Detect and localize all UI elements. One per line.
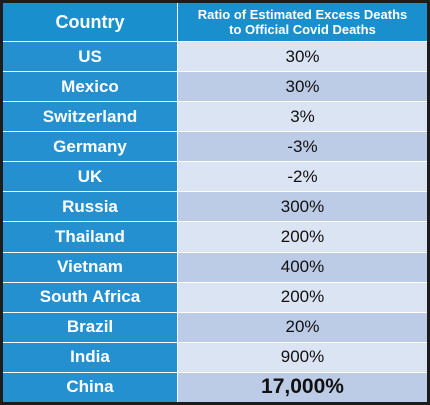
ratio-cell: 300% <box>178 192 427 223</box>
header-row: Country Ratio of Estimated Excess Deaths… <box>3 3 427 42</box>
country-cell: India <box>3 342 178 373</box>
table-row: Vietnam 400% <box>3 252 427 283</box>
table-row: Germany -3% <box>3 132 427 163</box>
country-cell: Brazil <box>3 312 178 343</box>
country-cell: Thailand <box>3 222 178 253</box>
table-body: US 30% Mexico 30% Switzerland 3% Germany -3% UK -… <box>3 42 427 402</box>
ratio-cell: 200% <box>178 282 427 313</box>
country-column-header: Country <box>3 3 178 42</box>
country-cell: US <box>3 42 178 73</box>
table-row: China 17,000% <box>3 372 427 402</box>
ratio-cell: 30% <box>178 42 427 73</box>
excess-deaths-table: Country Ratio of Estimated Excess Deaths… <box>3 3 427 402</box>
ratio-cell: 17,000% <box>178 372 427 402</box>
ratio-cell: -2% <box>178 162 427 193</box>
country-cell: Vietnam <box>3 252 178 283</box>
table-row: Switzerland 3% <box>3 102 427 133</box>
table-row: Thailand 200% <box>3 222 427 253</box>
table-row: Russia 300% <box>3 192 427 223</box>
table-row: US 30% <box>3 42 427 73</box>
country-cell: China <box>3 372 178 402</box>
country-cell: Germany <box>3 132 178 163</box>
ratio-cell: 30% <box>178 72 427 103</box>
ratio-cell: 20% <box>178 312 427 343</box>
country-cell: South Africa <box>3 282 178 313</box>
ratio-cell: 200% <box>178 222 427 253</box>
table-row: Brazil 20% <box>3 312 427 343</box>
country-cell: Switzerland <box>3 102 178 133</box>
ratio-column-header: Ratio of Estimated Excess Deaths to Offi… <box>178 3 427 42</box>
table-row: Mexico 30% <box>3 72 427 103</box>
table-row: South Africa 200% <box>3 282 427 313</box>
ratio-cell: 3% <box>178 102 427 133</box>
ratio-header-line-1: Ratio of Estimated Excess Deaths <box>197 7 408 22</box>
country-cell: Russia <box>3 192 178 223</box>
country-cell: UK <box>3 162 178 193</box>
country-cell: Mexico <box>3 72 178 103</box>
ratio-header-line-2: to Official Covid Deaths <box>229 22 376 37</box>
table-row: India 900% <box>3 342 427 373</box>
ratio-cell: 400% <box>178 252 427 283</box>
table-row: UK -2% <box>3 162 427 193</box>
ratio-cell: 900% <box>178 342 427 373</box>
ratio-cell: -3% <box>178 132 427 163</box>
